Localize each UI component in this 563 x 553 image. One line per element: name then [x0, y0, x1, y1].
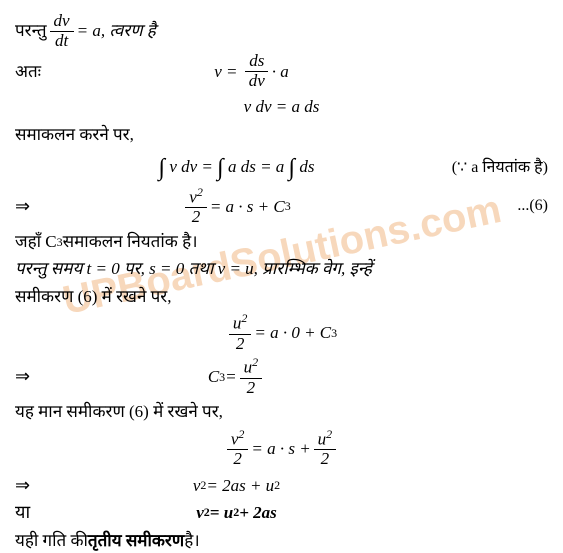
text: = a · s + [251, 436, 310, 462]
text: समीकरण (6) में रखने पर, [15, 284, 172, 310]
fraction-u2-2: u2 2 [229, 312, 252, 353]
fraction-v2-2: v2 2 [185, 186, 207, 227]
denominator: 2 [232, 335, 249, 354]
fraction-v2-2: v2 2 [227, 428, 249, 469]
text: अतः [15, 59, 75, 85]
eq-right: = a ds [276, 94, 320, 120]
fraction-dv-dt: dv dt [50, 12, 74, 50]
line-13: v2 2 = a · s + u2 2 [15, 428, 548, 469]
arrow: ⇒ [15, 363, 45, 390]
line-6: ⇒ v2 2 = a · s + C3 ...(6) [15, 186, 548, 227]
numerator: v2 [227, 428, 249, 450]
numerator: ds [245, 52, 268, 72]
line-11: ⇒ C3 = u2 2 [15, 356, 548, 397]
text: C [208, 364, 219, 390]
text: परन्तु [15, 18, 47, 44]
sub: 3 [331, 324, 337, 342]
text: = a · s + C [210, 194, 285, 220]
denominator: 2 [188, 208, 205, 227]
integral-left: ∫ v dv = ∫ a ds = a ∫ ds [158, 150, 314, 186]
eq-number: ...(6) [428, 194, 548, 218]
text: + 2as [239, 500, 277, 526]
denominator: dt [51, 32, 72, 51]
line-3: v dv = a ds [15, 94, 548, 120]
fraction-u2-2: u2 2 [314, 428, 337, 469]
var: v [193, 473, 201, 499]
eq-left: v dv [244, 94, 272, 120]
numerator: u2 [229, 312, 252, 334]
text: परन्तु समय t = 0 पर, s = 0 तथा v = u, प्… [15, 256, 372, 282]
var-v: v [214, 59, 222, 85]
line-4: समाकलन करने पर, [15, 122, 548, 148]
line-2: अतः v = ds dv · a [15, 52, 548, 90]
denominator: 2 [229, 450, 246, 469]
line-10: u2 2 = a · 0 + C3 [15, 312, 548, 353]
denominator: dv [245, 72, 269, 91]
line-15: या v2 = u2 + 2as [15, 499, 548, 526]
numerator: v2 [185, 186, 207, 208]
sub: 3 [285, 197, 291, 215]
text: = u [210, 500, 233, 526]
line-1: परन्तु dv dt = a, त्वरण है [15, 12, 548, 50]
line-5: ∫ v dv = ∫ a ds = a ∫ ds (∵ a नियतांक है… [15, 150, 548, 186]
note: (∵ a नियतांक है) [428, 156, 548, 180]
numerator: u2 [314, 428, 337, 450]
document-content: परन्तु dv dt = a, त्वरण है अतः v = ds dv… [15, 12, 548, 553]
text: = a · 0 + C [254, 320, 331, 346]
text: यह मान समीकरण (6) में रखने पर, [15, 399, 223, 425]
arrow: ⇒ [15, 472, 45, 499]
text: है। [184, 528, 199, 553]
text: समाकलन नियतांक है। [63, 229, 198, 255]
text: = a, त्वरण है [77, 18, 156, 44]
line-16: यही गति की तृतीय समीकरण है। [15, 528, 548, 553]
var: v [196, 500, 204, 526]
sup: 2 [274, 476, 280, 494]
line-7: जहाँ C3 समाकलन नियतांक है। [15, 229, 548, 255]
line-9: समीकरण (6) में रखने पर, [15, 284, 548, 310]
arrow: ⇒ [15, 193, 45, 220]
text: = [225, 364, 236, 390]
line-8: परन्तु समय t = 0 पर, s = 0 तथा v = u, प्… [15, 256, 548, 282]
bold-text: तृतीय समीकरण [88, 528, 184, 553]
line-14: ⇒ v2 = 2as + u2 [15, 472, 548, 499]
text: = 2as + u [206, 473, 274, 499]
text: यही गति की [15, 528, 88, 553]
denominator: 2 [317, 450, 334, 469]
numerator: dv [50, 12, 74, 32]
text: या [15, 499, 45, 526]
text: जहाँ C [15, 229, 57, 255]
fraction-ds-dv: ds dv [245, 52, 269, 90]
denominator: 2 [243, 379, 260, 398]
text: समाकलन करने पर, [15, 122, 134, 148]
fraction-u2-2: u2 2 [240, 356, 263, 397]
line-12: यह मान समीकरण (6) में रखने पर, [15, 399, 548, 425]
numerator: u2 [240, 356, 263, 378]
text: · a [272, 59, 289, 85]
